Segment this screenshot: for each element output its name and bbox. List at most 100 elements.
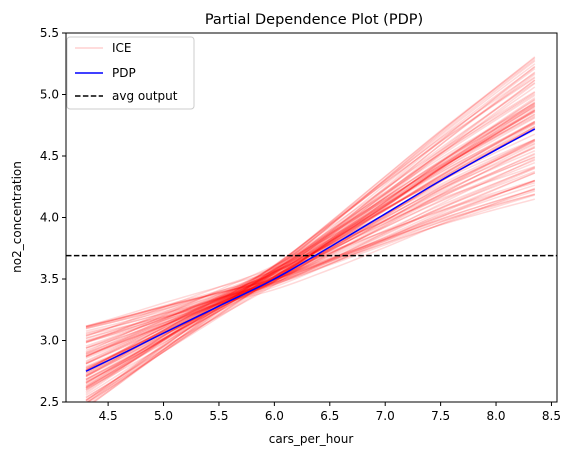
y-tick-label: 5.0 <box>40 88 59 102</box>
ice-line <box>85 103 536 380</box>
ice-line <box>85 82 536 401</box>
y-tick-label: 4.0 <box>40 211 59 225</box>
ice-line <box>85 126 536 363</box>
ice-line <box>85 165 536 338</box>
ice-line <box>85 99 536 389</box>
ice-line <box>85 179 536 337</box>
ice-line <box>85 128 536 364</box>
ice-line <box>85 190 536 330</box>
ice-line <box>85 72 536 402</box>
ice-line <box>85 57 536 402</box>
ice-line <box>85 103 536 384</box>
ice-line <box>85 138 536 365</box>
ice-line <box>85 76 536 395</box>
ice-line <box>85 122 536 370</box>
ice-line <box>85 188 536 329</box>
ice-line <box>86 68 536 402</box>
ice-line <box>85 145 536 356</box>
ice-line <box>85 123 536 372</box>
ice-line <box>85 79 536 399</box>
ice-line <box>85 121 536 371</box>
y-tick-label: 3.5 <box>40 272 59 286</box>
ice-line <box>85 117 536 373</box>
ice-line <box>85 156 536 344</box>
ice-line <box>85 139 536 365</box>
ice-line <box>85 138 536 353</box>
ice-line <box>85 146 536 355</box>
ice-line <box>85 172 536 343</box>
ice-line <box>85 86 536 386</box>
ice-line <box>85 102 536 388</box>
ice-line <box>92 58 536 402</box>
ice-line <box>85 116 536 372</box>
ice-line <box>85 110 536 378</box>
ice-line <box>85 180 536 335</box>
ice-line <box>85 81 536 391</box>
ice-line <box>85 97 536 388</box>
x-axis: 4.5 5.0 5.5 6.0 6.5 7.0 7.5 8.0 8.5 <box>99 402 561 423</box>
legend-ice-label: ICE <box>112 41 132 55</box>
ice-line <box>85 104 536 375</box>
legend-avg-label: avg output <box>112 89 178 103</box>
ice-line <box>85 101 536 390</box>
x-tick-label: 4.5 <box>99 409 118 423</box>
ice-line <box>85 184 536 328</box>
ice-line <box>85 113 536 376</box>
ice-line <box>90 63 536 402</box>
ice-line <box>85 105 536 380</box>
ice-line <box>85 167 536 342</box>
ice-line <box>85 120 536 377</box>
x-tick-label: 7.0 <box>376 409 395 423</box>
pdp-line-group <box>85 128 536 372</box>
ice-line <box>85 110 536 371</box>
ice-lines <box>85 56 536 402</box>
ice-line <box>85 93 536 389</box>
ice-line <box>85 140 536 354</box>
x-axis-label: cars_per_hour <box>269 432 354 446</box>
ice-line <box>85 113 536 377</box>
ice-line <box>85 153 536 350</box>
ice-line <box>86 71 536 402</box>
ice-line <box>85 122 536 371</box>
legend: ICE PDP avg output <box>66 36 195 110</box>
chart-title: Partial Dependence Plot (PDP) <box>205 12 423 28</box>
ice-line <box>85 94 536 389</box>
ice-line <box>87 65 536 402</box>
ice-line <box>85 90 536 387</box>
ice-line <box>85 198 536 327</box>
x-tick-label: 6.0 <box>265 409 284 423</box>
ice-line <box>85 172 536 343</box>
ice-line <box>85 162 536 349</box>
ice-line <box>85 98 536 383</box>
ice-line <box>85 166 536 340</box>
ice-line <box>85 73 536 396</box>
ice-line <box>85 193 536 328</box>
ice-line <box>85 187 536 336</box>
y-tick-label: 5.5 <box>40 26 59 40</box>
ice-line <box>85 106 536 385</box>
ice-line <box>85 143 536 359</box>
ice-line <box>85 188 536 330</box>
ice-line <box>85 158 536 349</box>
y-tick-label: 4.5 <box>40 149 59 163</box>
ice-line <box>92 56 536 402</box>
pdp-line <box>85 128 536 372</box>
y-tick-label: 3.0 <box>40 334 59 348</box>
ice-line <box>85 60 536 402</box>
y-axis: 2.5 3.0 3.5 4.0 4.5 5.0 5.5 <box>40 26 66 409</box>
ice-line <box>85 139 536 357</box>
x-tick-label: 7.5 <box>431 409 450 423</box>
ice-line <box>85 152 536 355</box>
x-tick-label: 8.0 <box>486 409 505 423</box>
ice-line <box>85 193 536 328</box>
legend-pdp-label: PDP <box>112 66 136 80</box>
ice-line <box>85 129 536 362</box>
ice-line <box>85 109 536 384</box>
ice-line <box>85 194 536 332</box>
y-axis-label: no2_concentration <box>10 161 24 273</box>
x-tick-label: 5.5 <box>209 409 228 423</box>
ice-line <box>85 109 536 382</box>
ice-line <box>85 146 536 357</box>
ice-line <box>85 115 536 371</box>
